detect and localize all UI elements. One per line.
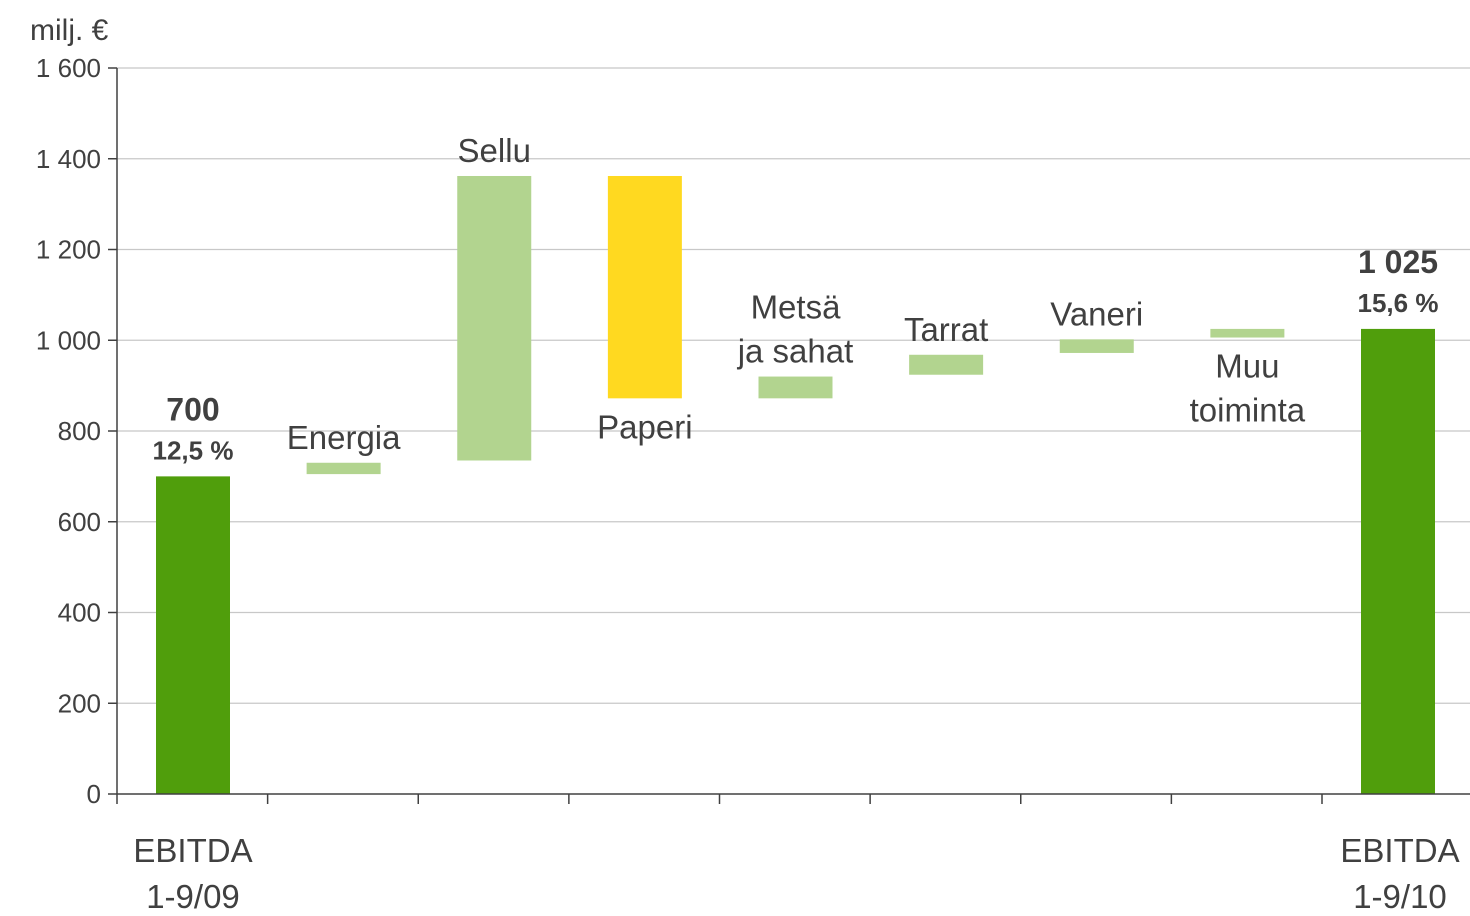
bars xyxy=(156,175,1435,794)
axes: 0 200 400 600 800 1 000 1 200 1 400 1 600 xyxy=(36,53,1470,809)
bar-increase xyxy=(909,354,984,375)
segment-label: Tarrat xyxy=(904,311,988,348)
bar-increase xyxy=(758,376,833,399)
y-tick-label: 800 xyxy=(58,416,101,446)
segment-label: ja sahat xyxy=(737,333,854,370)
y-axis-label: milj. € xyxy=(30,14,109,47)
segment-label: Metsä xyxy=(751,289,842,326)
y-tick-label: 1 200 xyxy=(36,235,101,265)
y-tick-label: 600 xyxy=(58,507,101,537)
bar-decrease xyxy=(607,175,682,399)
y-tick-label: 1 000 xyxy=(36,325,101,355)
bar-increase xyxy=(306,462,381,475)
bar-increase xyxy=(1210,328,1285,338)
category-label: 1-9/10 xyxy=(1353,878,1447,915)
segment-label: Paperi xyxy=(597,408,692,445)
y-tick-label: 400 xyxy=(58,598,101,628)
percent-label: 15,6 % xyxy=(1358,288,1439,318)
y-tick-label: 1 600 xyxy=(36,53,101,83)
segment-label: Sellu xyxy=(458,132,531,169)
bar-increase xyxy=(1059,339,1134,353)
percent-label: 12,5 % xyxy=(153,435,234,465)
bar-increase xyxy=(457,175,532,461)
gridlines xyxy=(117,67,1470,704)
category-label: EBITDA xyxy=(1340,832,1459,869)
segment-label: Vaneri xyxy=(1050,295,1143,332)
value-label: 1 025 xyxy=(1358,244,1438,280)
segment-label: toiminta xyxy=(1190,392,1306,429)
category-label: EBITDA xyxy=(133,832,252,869)
bar-total xyxy=(1361,328,1435,794)
value-label: 700 xyxy=(166,391,219,427)
bar-total xyxy=(156,476,230,794)
segment-label: Energia xyxy=(287,419,401,456)
y-tick-label: 1 400 xyxy=(36,144,101,174)
y-tick-label: 200 xyxy=(58,688,101,718)
segment-label: Muu xyxy=(1215,348,1279,385)
y-tick-label: 0 xyxy=(87,779,101,809)
labels: EBITDA 1-9/09 700 12,5 % Energia Sellu Paperi M… xyxy=(133,132,1459,915)
category-label: 1-9/09 xyxy=(146,878,240,915)
